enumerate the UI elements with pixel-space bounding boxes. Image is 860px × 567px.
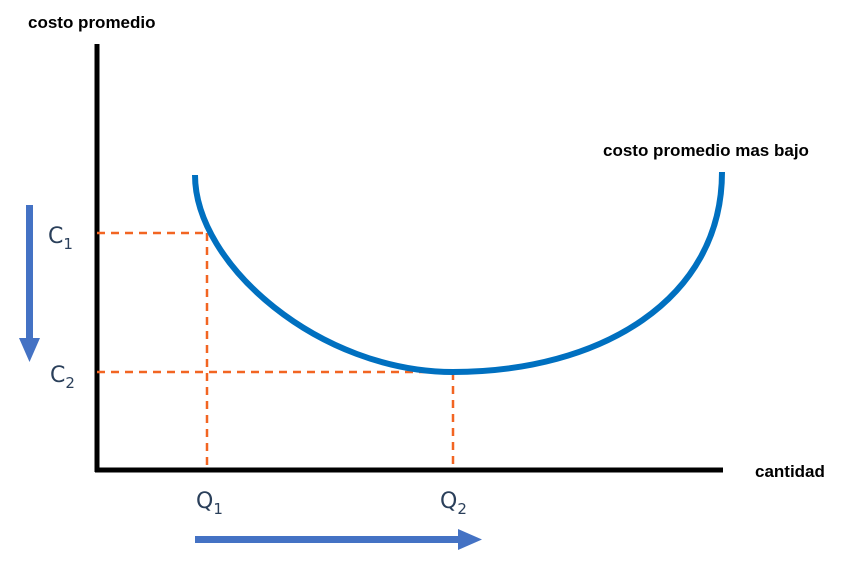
arrow-right-icon <box>195 529 482 550</box>
arrow-down-icon <box>19 205 40 362</box>
q1-label: Q1 <box>196 489 223 518</box>
curve-annotation: costo promedio mas bajo <box>603 141 809 160</box>
average-cost-curve <box>192 171 725 376</box>
c2-label: C2 <box>50 363 75 392</box>
x-axis-label: cantidad <box>755 462 825 481</box>
y-axis-label: costo promedio <box>28 13 156 32</box>
guide-lines <box>97 231 455 470</box>
q2-label: Q2 <box>440 489 467 518</box>
c1-label: C1 <box>48 224 73 253</box>
